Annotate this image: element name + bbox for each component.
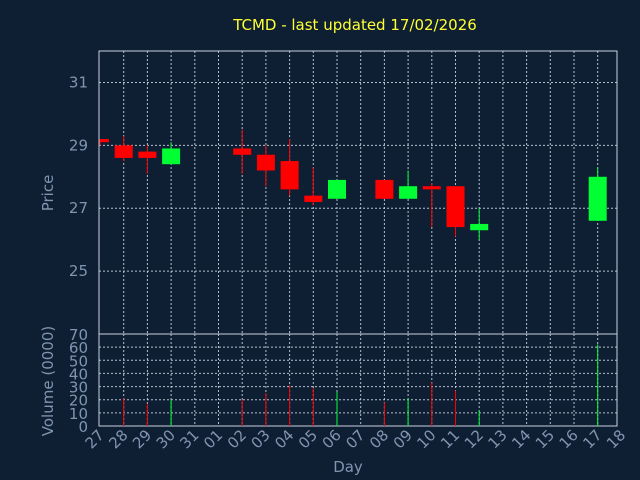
chart-title: TCMD - last updated 17/02/2026 (232, 16, 477, 34)
x-tick-label: 07 (342, 426, 368, 452)
candle-body (256, 154, 275, 171)
volume-bars (123, 344, 599, 426)
x-tick-labels: 2728293031010203040506070809101112131415… (82, 426, 630, 452)
x-tick-label: 14 (508, 426, 534, 452)
price-tick-label: 29 (69, 136, 88, 154)
volume-tick-label: 40 (69, 365, 88, 383)
x-tick-label: 16 (556, 426, 582, 452)
x-tick-label: 05 (295, 426, 321, 452)
candle-body (304, 195, 323, 202)
candle-body (446, 186, 465, 228)
volume-tick-label: 10 (69, 405, 88, 423)
x-tick-label: 04 (271, 426, 297, 452)
x-tick-label: 01 (200, 426, 226, 452)
x-tick-label: 18 (603, 426, 629, 452)
x-axis-label: Day (333, 458, 363, 476)
volume-grid (99, 334, 617, 426)
candle-body (138, 151, 157, 158)
volume-tick-label: 20 (69, 392, 88, 410)
x-tick-label: 08 (366, 426, 392, 452)
candle-body (422, 186, 441, 190)
candle-body (588, 176, 607, 221)
candle-body (233, 148, 252, 155)
candle-body (399, 186, 418, 199)
candle-body (100, 139, 109, 143)
volume-panel-frame (98, 333, 618, 427)
x-tick-label: 12 (461, 426, 487, 452)
x-tick-label: 09 (390, 426, 416, 452)
x-tick-label: 10 (413, 426, 439, 452)
price-panel-frame (98, 50, 618, 335)
candle-body (328, 179, 346, 199)
candle-body (280, 161, 299, 190)
x-tick-label: 15 (532, 426, 558, 452)
x-tick-label: 02 (224, 426, 250, 452)
volume-tick-label: 60 (69, 339, 88, 357)
volume-tick-label: 50 (69, 352, 88, 370)
x-tick-label: 03 (247, 426, 273, 452)
candle-body (470, 223, 489, 231)
volume-tick-label: 70 (69, 326, 88, 344)
price-axis-label: Price (39, 175, 57, 212)
price-tick-label: 25 (69, 262, 88, 280)
volume-axis-label: Volume (0000) (39, 326, 57, 436)
x-tick-label: 13 (484, 426, 510, 452)
price-tick-label: 27 (69, 199, 88, 217)
x-tick-label: 28 (105, 426, 131, 452)
candle-body (162, 148, 181, 165)
volume-tick-label: 30 (69, 379, 88, 397)
x-tick-label: 06 (319, 426, 345, 452)
price-tick-labels: 25 27 29 31 (69, 73, 88, 280)
price-tick-label: 31 (69, 73, 88, 91)
x-tick-label: 30 (153, 426, 179, 452)
x-tick-label: 31 (176, 426, 202, 452)
x-tick-label: 29 (129, 426, 155, 452)
candle-body (375, 179, 394, 199)
x-tick-label: 11 (437, 426, 463, 452)
price-grid (99, 51, 617, 334)
volume-tick-label: 0 (78, 418, 88, 436)
candles (99, 129, 607, 240)
x-tick-label: 17 (579, 426, 605, 452)
candle-body (114, 145, 133, 158)
